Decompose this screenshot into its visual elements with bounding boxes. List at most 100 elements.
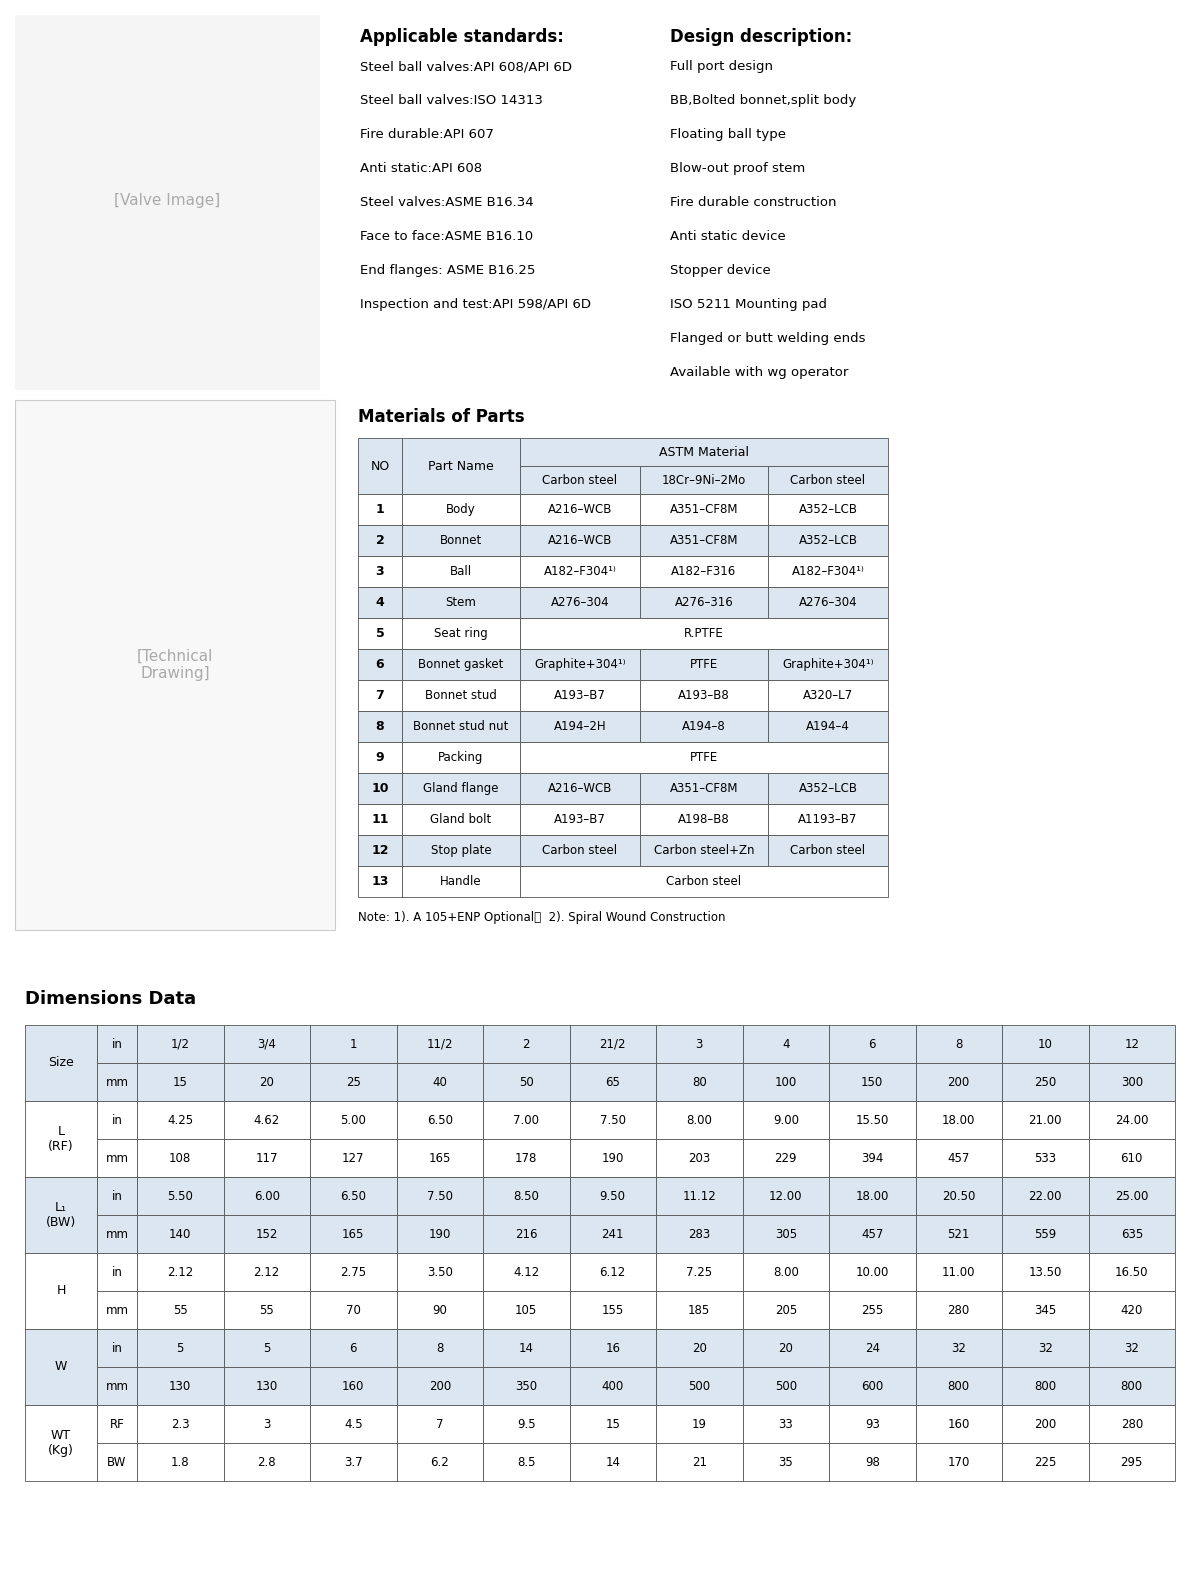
Text: 5.50: 5.50 [167, 1189, 193, 1202]
Bar [829, 1101, 916, 1139]
Bar [402, 650, 520, 679]
Bar [396, 1443, 482, 1481]
Text: A182–F304¹⁾: A182–F304¹⁾ [792, 565, 864, 577]
Text: 2: 2 [522, 1037, 530, 1051]
Bar [482, 1291, 570, 1329]
Bar [829, 1214, 916, 1254]
Bar [1002, 1025, 1088, 1064]
Bar [520, 466, 640, 494]
Text: Design description:: Design description: [670, 28, 852, 46]
Text: WT
(Kg): WT (Kg) [48, 1429, 74, 1458]
Bar [1088, 1139, 1175, 1177]
Text: A352–LCB: A352–LCB [798, 781, 858, 795]
Text: Seat ring: Seat ring [434, 628, 488, 640]
Text: 10: 10 [1038, 1037, 1052, 1051]
Bar [14, 16, 320, 391]
Text: 229: 229 [774, 1152, 797, 1164]
Text: 800: 800 [1034, 1379, 1056, 1393]
Text: 90: 90 [432, 1304, 448, 1316]
Text: 6.12: 6.12 [600, 1266, 626, 1279]
Bar [829, 1025, 916, 1064]
Bar [223, 1404, 310, 1443]
Bar [25, 1025, 97, 1101]
Text: 170: 170 [948, 1456, 970, 1469]
Bar [1088, 1177, 1175, 1214]
Bar [520, 803, 640, 835]
Text: A351–CF8M: A351–CF8M [670, 533, 738, 548]
Text: 610: 610 [1121, 1152, 1142, 1164]
Text: 345: 345 [1034, 1304, 1056, 1316]
Text: Applicable standards:: Applicable standards: [360, 28, 564, 46]
Text: 2.8: 2.8 [258, 1456, 276, 1469]
Bar [482, 1367, 570, 1404]
Text: 457: 457 [948, 1152, 970, 1164]
Bar [137, 1214, 223, 1254]
Text: 8.00: 8.00 [773, 1266, 799, 1279]
Text: 15: 15 [173, 1075, 187, 1089]
Text: A352–LCB: A352–LCB [798, 533, 858, 548]
Text: in: in [112, 1341, 122, 1354]
Text: 4.25: 4.25 [167, 1114, 193, 1127]
Bar [97, 1177, 137, 1214]
Text: 4.62: 4.62 [253, 1114, 280, 1127]
Bar [916, 1443, 1002, 1481]
Text: 2.12: 2.12 [253, 1266, 280, 1279]
Text: 200: 200 [948, 1075, 970, 1089]
Text: 1: 1 [376, 504, 384, 516]
Text: 21/2: 21/2 [600, 1037, 626, 1051]
Text: Ball: Ball [450, 565, 472, 577]
Bar [402, 587, 520, 618]
Bar [97, 1367, 137, 1404]
Bar [97, 1443, 137, 1481]
Bar [396, 1177, 482, 1214]
Bar [520, 650, 640, 679]
Text: 12: 12 [371, 844, 389, 857]
Bar [223, 1254, 310, 1291]
Bar [402, 618, 520, 650]
Text: 2.75: 2.75 [340, 1266, 366, 1279]
Text: 65: 65 [605, 1075, 620, 1089]
Bar [310, 1064, 396, 1101]
Text: 178: 178 [515, 1152, 538, 1164]
Bar [402, 774, 520, 803]
Bar [97, 1101, 137, 1139]
Bar [97, 1254, 137, 1291]
Text: 16: 16 [605, 1341, 620, 1354]
Text: 127: 127 [342, 1152, 365, 1164]
Text: 24.00: 24.00 [1115, 1114, 1148, 1127]
Text: 280: 280 [948, 1304, 970, 1316]
Text: 7: 7 [436, 1417, 444, 1431]
Text: 8.50: 8.50 [514, 1189, 539, 1202]
Bar [223, 1177, 310, 1214]
Text: in: in [112, 1114, 122, 1127]
Text: 140: 140 [169, 1227, 192, 1241]
Text: A194–8: A194–8 [682, 720, 726, 733]
Bar [396, 1025, 482, 1064]
Text: Anti static:API 608: Anti static:API 608 [360, 162, 482, 176]
Text: mm: mm [106, 1379, 128, 1393]
Bar [1088, 1254, 1175, 1291]
Bar [768, 466, 888, 494]
Text: Bonnet stud nut: Bonnet stud nut [413, 720, 509, 733]
Bar [640, 774, 768, 803]
Text: 11/2: 11/2 [426, 1037, 454, 1051]
Text: 305: 305 [775, 1227, 797, 1241]
Bar [358, 742, 402, 774]
Bar [482, 1329, 570, 1367]
Bar [656, 1177, 743, 1214]
Bar [916, 1177, 1002, 1214]
Bar [640, 711, 768, 742]
Bar [768, 526, 888, 555]
Text: 108: 108 [169, 1152, 191, 1164]
Bar [358, 494, 402, 526]
Text: Bonnet: Bonnet [440, 533, 482, 548]
Bar [482, 1064, 570, 1101]
Text: 10: 10 [371, 781, 389, 795]
Bar [520, 555, 640, 587]
Bar [223, 1025, 310, 1064]
Text: 800: 800 [948, 1379, 970, 1393]
Text: 216: 216 [515, 1227, 538, 1241]
Text: PTFE: PTFE [690, 752, 718, 764]
Bar [640, 803, 768, 835]
Bar [1088, 1329, 1175, 1367]
